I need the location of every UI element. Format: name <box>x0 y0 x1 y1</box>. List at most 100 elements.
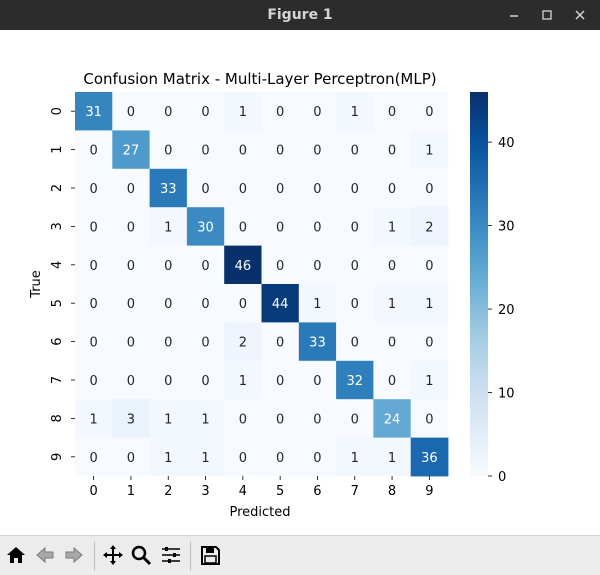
heatmap-cell <box>224 207 262 246</box>
heatmap-cell <box>410 92 449 131</box>
cell-value-label: 0 <box>425 412 433 427</box>
x-tick-label: 3 <box>201 484 209 499</box>
colorbar-tick-label: 40 <box>498 136 515 151</box>
cell-value-label: 0 <box>90 144 98 159</box>
cell-value-label: 0 <box>313 259 321 274</box>
minimize-button[interactable] <box>501 3 527 27</box>
zoom-button[interactable] <box>128 542 154 568</box>
colorbar-tick-label: 20 <box>498 303 515 318</box>
cell-value-label: 0 <box>127 451 135 466</box>
cell-value-label: 0 <box>351 297 359 312</box>
matplotlib-toolbar <box>0 535 600 575</box>
colorbar-tick-label: 10 <box>498 387 515 402</box>
heatmap-cell <box>261 360 300 400</box>
cell-value-label: 0 <box>351 412 359 427</box>
heatmap-cell <box>149 92 188 131</box>
save-icon <box>201 546 220 565</box>
cell-value-label: 0 <box>90 336 98 351</box>
configure-subplots-icon <box>162 547 180 563</box>
cell-value-label: 0 <box>127 105 135 120</box>
cell-value-label: 0 <box>425 182 433 197</box>
heatmap-cell <box>112 399 150 438</box>
back-button[interactable] <box>32 542 58 568</box>
heatmap-cell <box>186 322 225 362</box>
cell-value-label: 1 <box>164 220 172 235</box>
cell-value-label: 1 <box>201 451 209 466</box>
cell-value-label: 0 <box>313 182 321 197</box>
heatmap-cell <box>298 399 337 438</box>
heatmap-cell <box>298 92 337 131</box>
heatmap-cell <box>373 360 412 400</box>
heatmap-cell <box>224 437 262 477</box>
heatmap-cell <box>112 322 150 362</box>
cell-value-label: 0 <box>127 336 135 351</box>
heatmap-cell <box>298 284 337 323</box>
heatmap-cell <box>149 130 188 170</box>
x-tick-label: 0 <box>90 484 98 499</box>
heatmap-cell <box>112 207 150 246</box>
cell-value-label: 0 <box>164 105 172 120</box>
heatmap-cell <box>112 168 150 208</box>
cell-value-label: 1 <box>388 451 396 466</box>
heatmap-cell <box>75 207 113 246</box>
cell-value-label: 0 <box>276 412 284 427</box>
x-axis-label: Predicted <box>229 505 290 520</box>
cell-value-label: 1 <box>425 297 433 312</box>
y-tick-label: 3 <box>50 222 65 230</box>
cell-value-label: 1 <box>351 105 359 120</box>
cell-value-label: 0 <box>351 336 359 351</box>
heatmap-cell <box>373 92 412 131</box>
heatmap-cell <box>336 207 374 246</box>
cell-value-label: 0 <box>164 374 172 389</box>
pan-button[interactable] <box>100 542 126 568</box>
heatmap-cells: 31 0 0 0 1 0 0 1 0 00 27 0 0 0 0 0 0 0 10 0 33 0 0 0 0 0 0 00 0 1 30 0 0… <box>75 92 449 477</box>
forward-button[interactable] <box>61 542 87 568</box>
home-button[interactable] <box>3 542 29 568</box>
heatmap-cell <box>298 322 337 362</box>
cell-value-label: 0 <box>313 412 321 427</box>
cell-value-label: 0 <box>276 451 284 466</box>
cell-value-label: 0 <box>313 144 321 159</box>
cell-value-label: 0 <box>90 451 98 466</box>
heatmap-cell <box>298 437 337 477</box>
cell-value-label: 0 <box>388 336 396 351</box>
y-tick-label: 0 <box>50 107 65 115</box>
heatmap-cell <box>336 284 374 323</box>
heatmap-cell <box>373 437 412 477</box>
cell-value-label: 1 <box>90 412 98 427</box>
heatmap-cell <box>149 168 188 208</box>
close-button[interactable] <box>567 3 593 27</box>
minimize-icon <box>510 15 518 17</box>
maximize-button[interactable] <box>534 3 560 27</box>
heatmap-cell <box>261 168 300 208</box>
configure-subplots-button[interactable] <box>158 542 184 568</box>
heatmap-cell <box>410 207 449 246</box>
x-tick-label: 7 <box>351 484 359 499</box>
heatmap-cell <box>149 284 188 323</box>
heatmap-cell <box>410 437 449 477</box>
cell-value-label: 44 <box>272 297 289 312</box>
cell-value-label: 33 <box>160 182 177 197</box>
heatmap-cell <box>224 168 262 208</box>
heatmap-cell <box>75 399 113 438</box>
cell-value-label: 0 <box>90 220 98 235</box>
colorbar-tick-label: 0 <box>498 470 506 485</box>
heatmap-cell <box>410 360 449 400</box>
heatmap-cell <box>149 360 188 400</box>
cell-value-label: 0 <box>276 220 284 235</box>
heatmap-cell <box>261 130 300 170</box>
cell-value-label: 0 <box>425 259 433 274</box>
cell-value-label: 0 <box>351 259 359 274</box>
figure-canvas: Confusion Matrix - Multi-Layer Perceptro… <box>0 30 600 535</box>
cell-value-label: 1 <box>313 297 321 312</box>
y-tick-label: 4 <box>50 261 65 269</box>
save-button[interactable] <box>197 542 223 568</box>
heatmap-cell <box>186 168 225 208</box>
toolbar-separator <box>94 542 95 570</box>
cell-value-label: 1 <box>164 412 172 427</box>
toolbar-separator <box>190 542 191 570</box>
close-icon <box>575 10 585 20</box>
heatmap-cell <box>186 284 225 323</box>
heatmap-cell <box>186 245 225 285</box>
heatmap-cell <box>112 92 150 131</box>
